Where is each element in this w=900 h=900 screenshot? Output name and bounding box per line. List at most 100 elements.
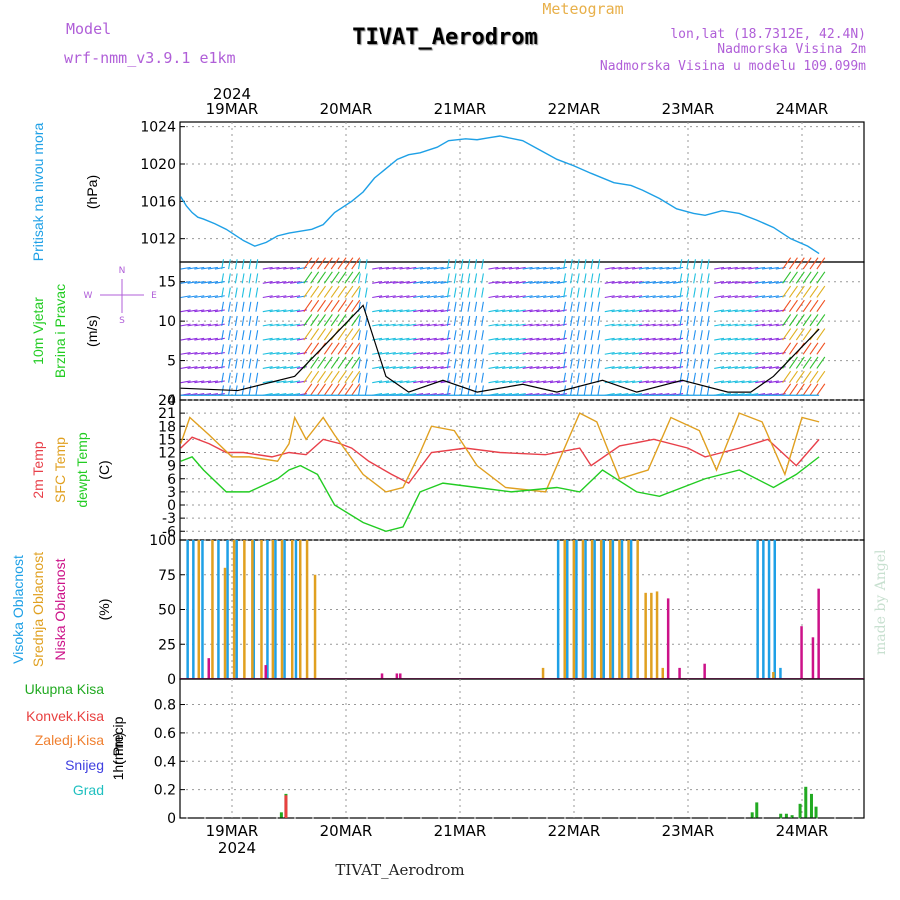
bottom-date-label: 22MAR (548, 822, 601, 840)
wind-barb (789, 299, 798, 312)
wind-barb (590, 385, 594, 396)
wind-barb (652, 266, 663, 270)
wind-barb (385, 309, 396, 313)
wind-barb (714, 323, 725, 327)
wind-barb (385, 281, 396, 284)
wind-barb (433, 351, 444, 355)
wind-barb (351, 271, 361, 284)
wind-barb (570, 372, 573, 383)
location-line-1: lon,lat (18.7312E, 42.4N) (670, 27, 866, 42)
wind-barb (611, 337, 622, 341)
wind-barb (357, 330, 361, 341)
wind-barb (481, 259, 484, 270)
wind-barb (344, 257, 354, 270)
wind-barb (673, 295, 684, 299)
wind-barb (378, 309, 390, 313)
wind-barb (625, 380, 636, 384)
wind-barb (762, 309, 773, 313)
wind-barb (748, 281, 759, 284)
wind-barb (748, 323, 759, 327)
wind-barb (720, 351, 732, 355)
wind-barb (556, 366, 567, 369)
wind-barb (632, 323, 643, 327)
wind-barb (734, 380, 745, 384)
axis-unit: (C) (96, 460, 112, 479)
wind-barb (283, 309, 294, 313)
wind-barb (590, 273, 594, 284)
bar-4-2 (243, 540, 246, 679)
wind-barb (543, 337, 554, 341)
wind-barb (433, 281, 444, 284)
wind-barb (762, 366, 773, 369)
bar-4-3 (703, 663, 706, 679)
wind-barb (290, 281, 301, 284)
wind-barb (611, 323, 622, 327)
wind-barb (495, 351, 506, 355)
wind-barb (241, 330, 245, 341)
bar-4-2 (223, 567, 227, 679)
bar-4-1 (226, 540, 229, 679)
wind-barb (576, 372, 580, 383)
footer-title: TIVAT_Aerodrom (335, 861, 464, 879)
wind-barb (563, 273, 567, 284)
wind-barb (248, 301, 252, 312)
wind-barb (720, 337, 732, 341)
y-tick-label: 0.4 (154, 754, 176, 770)
wind-barb (816, 356, 826, 369)
wind-barb (385, 366, 396, 369)
wind-barb (549, 337, 561, 341)
wind-barb (399, 295, 410, 299)
wind-barb (310, 314, 320, 327)
bottom-date-label: 20MAR (320, 822, 373, 840)
wind-barb (194, 366, 205, 369)
wind-barb (563, 344, 567, 355)
wind-barb (207, 309, 219, 313)
wind-barb (604, 281, 615, 284)
wind-barb (549, 351, 561, 355)
y-tick-label: 1020 (140, 157, 176, 173)
wind-barb (809, 285, 819, 298)
wind-barb (269, 351, 280, 355)
wind-barb (618, 266, 629, 270)
wind-barb (741, 380, 752, 384)
wind-barb (570, 315, 573, 326)
wind-barb (652, 295, 663, 299)
wind-barb (768, 380, 779, 384)
wind-barb (413, 337, 424, 341)
wind-barb (795, 314, 805, 327)
wind-barb (310, 299, 320, 312)
wind-barb (686, 330, 690, 341)
wind-barb (789, 356, 798, 369)
wind-barb (508, 266, 519, 270)
wind-barb (720, 309, 732, 313)
wind-barb (433, 366, 444, 369)
wind-barb (727, 266, 738, 270)
bar-4-3 (264, 665, 267, 679)
wind-barb (673, 337, 684, 341)
wind-barb (583, 315, 587, 326)
wind-barb (317, 383, 326, 396)
wind-barb (508, 281, 519, 284)
bar-4-2 (251, 540, 254, 679)
wind-barb (413, 323, 424, 327)
wind-barb (809, 383, 819, 396)
wind-barb (727, 351, 738, 355)
wind-barb (809, 257, 819, 270)
wind-barb (241, 372, 245, 383)
wind-barb (180, 281, 191, 284)
wind-barb (378, 380, 390, 384)
wind-barb (802, 328, 812, 341)
wind-barb (576, 259, 580, 270)
wind-barb (570, 385, 573, 396)
wind-barb (481, 344, 484, 355)
wind-barb (283, 323, 294, 327)
wind-barb (802, 257, 812, 270)
wind-barb (727, 380, 738, 384)
wind-barb (248, 273, 252, 284)
wind-barb (413, 281, 424, 284)
legend-item: Zaledj.Kisa (35, 732, 104, 748)
y-tick-label: 3 (167, 485, 176, 501)
wind-barb (782, 370, 792, 383)
wind-barb (727, 295, 738, 299)
wind-barb (276, 337, 287, 341)
